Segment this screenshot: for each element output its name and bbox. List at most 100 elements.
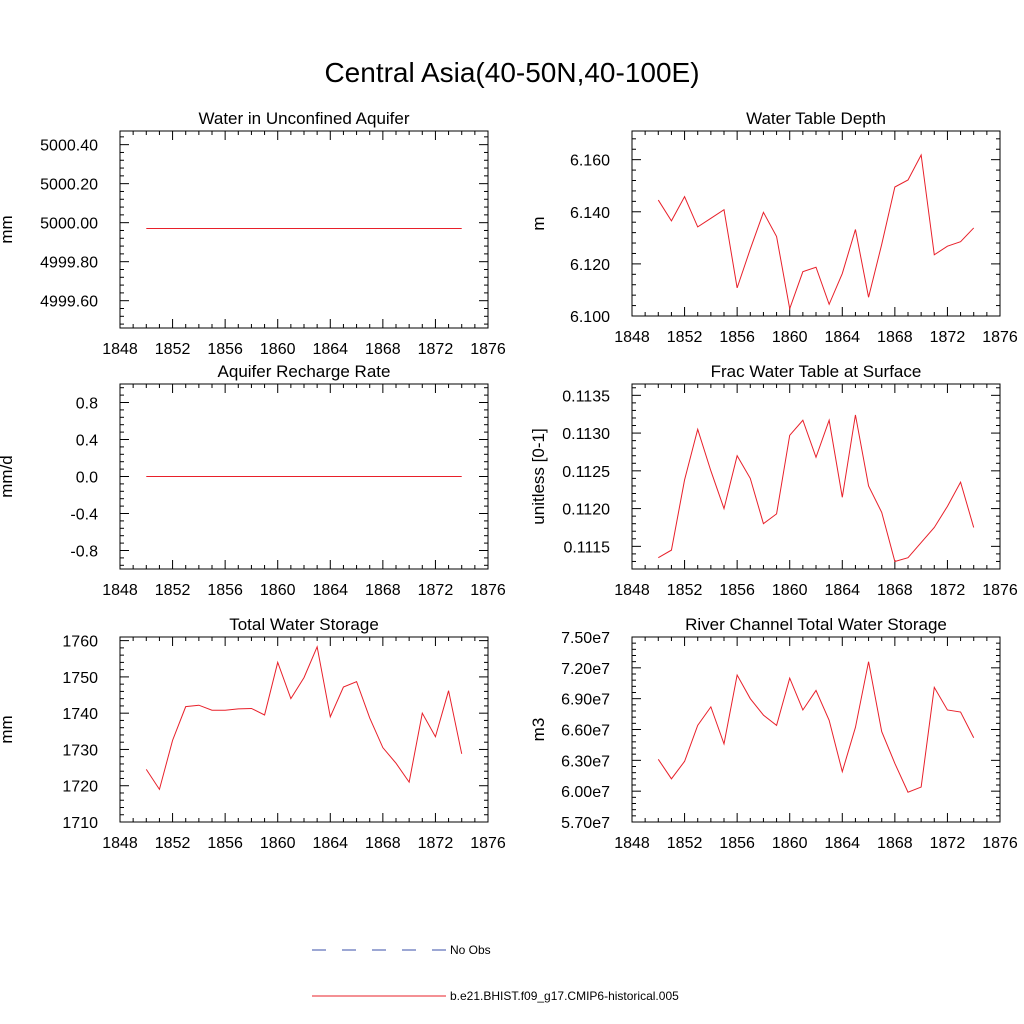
plot-frame bbox=[631, 636, 1001, 823]
y-tick-label: 1720 bbox=[62, 779, 98, 796]
x-tick-label: 1876 bbox=[470, 582, 506, 599]
y-tick-label: 6.30e7 bbox=[561, 753, 610, 770]
x-tick-label: 1860 bbox=[772, 582, 808, 599]
series-line-0 bbox=[658, 414, 975, 563]
series-line-0 bbox=[657, 153, 975, 311]
x-tick-label: 1868 bbox=[877, 582, 913, 599]
x-tick-label: 1864 bbox=[312, 835, 348, 852]
y-tick-label: 4999.80 bbox=[40, 255, 98, 272]
panel-title: Total Water Storage bbox=[229, 615, 379, 634]
x-tick-label: 1868 bbox=[877, 835, 913, 852]
x-tick-label: 1848 bbox=[614, 582, 650, 599]
x-tick-label: 1876 bbox=[982, 329, 1018, 346]
y-tick-label: 7.20e7 bbox=[561, 661, 610, 678]
x-tick-label: 1876 bbox=[982, 835, 1018, 852]
x-tick-label: 1864 bbox=[824, 582, 860, 599]
x-tick-label: 1852 bbox=[667, 582, 703, 599]
panel-title: Aquifer Recharge Rate bbox=[218, 362, 391, 381]
panel-title: Water Table Depth bbox=[746, 109, 886, 128]
y-tick-label: 6.90e7 bbox=[561, 692, 610, 709]
panel-4: Total Water Storage 1848 1852 1856 1860 1864 1… bbox=[0, 615, 506, 852]
x-tick-label: 1860 bbox=[772, 835, 808, 852]
y-tick-label: 1730 bbox=[62, 742, 98, 759]
y-tick-label: 4999.60 bbox=[40, 294, 98, 311]
x-tick-label: 1848 bbox=[102, 341, 138, 358]
y-tick-label: 6.120 bbox=[570, 257, 610, 274]
y-tick-label: 1710 bbox=[62, 815, 98, 832]
plot-frame bbox=[631, 130, 1001, 317]
panel-2: Aquifer Recharge Rate 1848 1852 1856 1860 186… bbox=[0, 362, 506, 599]
x-tick-label: 1872 bbox=[418, 582, 454, 599]
panel-title: Frac Water Table at Surface bbox=[711, 362, 922, 381]
x-tick-label: 1872 bbox=[930, 835, 966, 852]
panel-0: Water in Unconfined Aquifer 1848 1852 1856 1… bbox=[0, 109, 506, 358]
x-tick-label: 1856 bbox=[207, 341, 243, 358]
y-axis-label: mm bbox=[0, 215, 16, 243]
y-axis-label: unitless [0-1] bbox=[529, 428, 548, 524]
x-tick-label: 1852 bbox=[667, 329, 703, 346]
y-axis-label: mm/d bbox=[0, 455, 16, 498]
y-axis-label: mm bbox=[0, 715, 16, 743]
y-tick-label: 0.1115 bbox=[563, 539, 610, 556]
x-tick-label: 1872 bbox=[418, 835, 454, 852]
x-tick-label: 1876 bbox=[470, 835, 506, 852]
panel-3: Frac Water Table at Surface 1848 1852 1856 1… bbox=[529, 362, 1018, 599]
x-tick-label: 1868 bbox=[877, 329, 913, 346]
y-tick-label: 6.00e7 bbox=[561, 784, 610, 801]
x-tick-label: 1852 bbox=[155, 341, 191, 358]
x-tick-label: 1864 bbox=[312, 341, 348, 358]
panel-5: River Channel Total Water Storage 1848 185… bbox=[529, 615, 1018, 852]
x-tick-label: 1876 bbox=[982, 582, 1018, 599]
y-tick-label: 0.8 bbox=[76, 396, 98, 413]
x-tick-label: 1848 bbox=[102, 582, 138, 599]
x-tick-label: 1872 bbox=[930, 329, 966, 346]
y-tick-label: 1750 bbox=[62, 670, 98, 687]
y-tick-label: 5.70e7 bbox=[561, 815, 610, 832]
y-tick-label: 5000.40 bbox=[40, 138, 98, 155]
x-tick-label: 1860 bbox=[260, 341, 296, 358]
y-tick-label: 0.1120 bbox=[562, 502, 610, 519]
x-tick-label: 1856 bbox=[207, 835, 243, 852]
series-line-0 bbox=[145, 645, 463, 791]
x-tick-label: 1876 bbox=[470, 341, 506, 358]
legend-label-no-obs: No Obs bbox=[450, 943, 491, 957]
x-tick-label: 1868 bbox=[365, 835, 401, 852]
x-tick-label: 1864 bbox=[824, 835, 860, 852]
x-tick-label: 1848 bbox=[614, 329, 650, 346]
x-tick-label: 1856 bbox=[719, 582, 755, 599]
x-tick-label: 1872 bbox=[418, 341, 454, 358]
y-axis-label: m bbox=[529, 216, 548, 230]
y-tick-label: 7.50e7 bbox=[561, 630, 610, 647]
plot-frame bbox=[631, 383, 1001, 570]
y-tick-label: 6.100 bbox=[570, 309, 610, 326]
y-tick-label: 0.1135 bbox=[562, 388, 610, 405]
y-tick-label: 5000.20 bbox=[40, 177, 98, 194]
x-tick-label: 1860 bbox=[260, 582, 296, 599]
x-tick-label: 1864 bbox=[824, 329, 860, 346]
y-tick-label: 0.1125 bbox=[562, 464, 610, 481]
x-tick-label: 1856 bbox=[719, 835, 755, 852]
x-tick-label: 1868 bbox=[365, 341, 401, 358]
x-tick-label: 1848 bbox=[102, 835, 138, 852]
plot-frame bbox=[119, 130, 489, 329]
y-tick-label: 0.0 bbox=[76, 470, 98, 487]
y-tick-label: 0.1130 bbox=[562, 426, 610, 443]
legend-label-model: b.e21.BHIST.f09_g17.CMIP6-historical.005 bbox=[450, 989, 679, 1003]
y-tick-label: 1760 bbox=[62, 634, 98, 651]
y-tick-label: 6.140 bbox=[570, 205, 610, 222]
y-tick-label: -0.8 bbox=[70, 544, 98, 561]
y-axis-label: m3 bbox=[529, 718, 548, 742]
x-tick-label: 1848 bbox=[614, 835, 650, 852]
x-tick-label: 1860 bbox=[260, 835, 296, 852]
y-tick-label: 1740 bbox=[62, 706, 98, 723]
panel-1: Water Table Depth 1848 1852 1856 1860 1864 186… bbox=[529, 109, 1018, 346]
x-tick-label: 1860 bbox=[772, 329, 808, 346]
x-tick-label: 1868 bbox=[365, 582, 401, 599]
panel-title: River Channel Total Water Storage bbox=[685, 615, 947, 634]
legend: No Obs b.e21.BHIST.f09_g17.CMIP6-histori… bbox=[312, 943, 679, 1003]
y-tick-label: 0.4 bbox=[76, 433, 98, 450]
panels: Water in Unconfined Aquifer 1848 1852 1856 1… bbox=[0, 109, 1018, 852]
y-tick-label: -0.4 bbox=[70, 507, 98, 524]
series-line-0 bbox=[657, 661, 975, 793]
